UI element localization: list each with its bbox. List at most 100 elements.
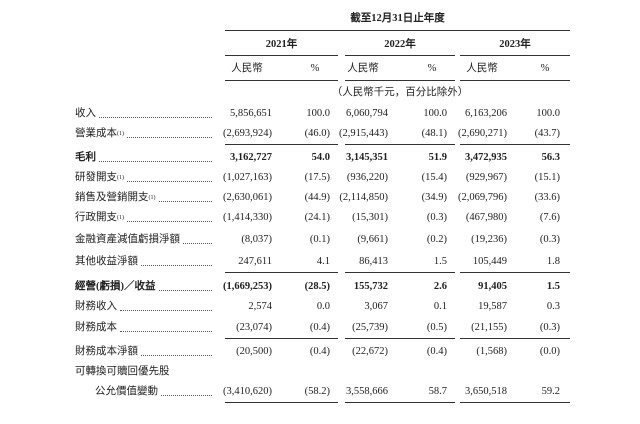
year-header: 2022年 bbox=[384, 39, 416, 50]
leader bbox=[161, 395, 212, 396]
rule bbox=[460, 55, 570, 56]
leader bbox=[99, 117, 212, 118]
row-label: 金融資產減值虧損淨額 bbox=[75, 233, 215, 247]
percent-header: % bbox=[310, 63, 320, 74]
currency-header: 人民幣 bbox=[231, 63, 263, 74]
row-label: 營業成本 (1) bbox=[75, 127, 215, 141]
rule bbox=[460, 272, 570, 273]
row-label: 財務成本 bbox=[75, 321, 215, 335]
rule bbox=[345, 338, 455, 339]
label-text: 財務成本 bbox=[75, 322, 117, 333]
cell: (23,074) bbox=[236, 322, 272, 333]
rule bbox=[345, 80, 455, 81]
cell: (2,915,443) bbox=[339, 128, 388, 139]
label-text: 公允價值變動 bbox=[95, 386, 158, 397]
leader bbox=[99, 161, 212, 162]
leader bbox=[127, 221, 212, 222]
footnote-ref: (1) bbox=[117, 215, 124, 221]
cell: 19,587 bbox=[478, 301, 507, 312]
cell: 155,732 bbox=[353, 281, 388, 292]
cell: (17.5) bbox=[304, 172, 330, 183]
rule bbox=[460, 402, 570, 403]
currency-header: 人民幣 bbox=[347, 63, 379, 74]
cell: (22,672) bbox=[352, 346, 388, 357]
cell: 3,558,666 bbox=[346, 386, 388, 397]
cell: 0.1 bbox=[433, 301, 447, 312]
row-label: 公允價值變動 bbox=[95, 385, 215, 399]
footnote-ref: (1) bbox=[148, 195, 156, 201]
leader bbox=[127, 137, 212, 138]
rule bbox=[225, 338, 338, 339]
label-text: 財務收入 bbox=[75, 301, 117, 312]
cell: (48.1) bbox=[421, 128, 447, 139]
cell: 1.5 bbox=[546, 281, 560, 292]
cell: (2,690,271) bbox=[458, 128, 507, 139]
cell: 1.5 bbox=[433, 256, 447, 267]
label-text: 毛利 bbox=[75, 152, 96, 163]
cell: (0.5) bbox=[426, 322, 447, 333]
cell: 0.0 bbox=[316, 301, 330, 312]
row-label: 其他收益淨額 bbox=[75, 255, 215, 269]
cell: (44.9) bbox=[304, 192, 330, 203]
row-label: 毛利 bbox=[75, 151, 215, 165]
cell: (0.4) bbox=[309, 346, 330, 357]
row-label: 財務收入 bbox=[75, 300, 215, 314]
leader bbox=[183, 243, 212, 244]
footnote-ref: (1) bbox=[117, 131, 124, 137]
cell: (0.3) bbox=[426, 212, 447, 223]
cell: (8,037) bbox=[241, 234, 272, 245]
label-text: 研發開支 bbox=[75, 172, 117, 183]
rule bbox=[345, 144, 455, 145]
cell: (15.4) bbox=[421, 172, 447, 183]
cell: (25,739) bbox=[352, 322, 388, 333]
label-text: 營業成本 bbox=[75, 128, 117, 139]
cell: (9,661) bbox=[357, 234, 388, 245]
row-label: 財務成本淨額 bbox=[75, 345, 215, 359]
rule bbox=[460, 338, 570, 339]
rule bbox=[225, 55, 338, 56]
cell: (936,220) bbox=[346, 172, 388, 183]
rule bbox=[225, 30, 570, 31]
rule bbox=[345, 272, 455, 273]
leader bbox=[141, 265, 212, 266]
row-label: 銷售及營銷開支 (1) bbox=[75, 191, 215, 205]
cell: 3,650,518 bbox=[465, 386, 507, 397]
currency-header: 人民幣 bbox=[466, 63, 498, 74]
cell: 247,611 bbox=[238, 256, 272, 267]
cell: (929,967) bbox=[465, 172, 507, 183]
cell: (15,301) bbox=[352, 212, 388, 223]
cell: 100.0 bbox=[306, 108, 330, 119]
cell: (2,693,924) bbox=[223, 128, 272, 139]
unit-note: （人民幣千元，百分比除外） bbox=[331, 87, 469, 98]
row-label: 研發開支 (1) bbox=[75, 171, 215, 185]
cell: 51.9 bbox=[428, 152, 447, 163]
cell: 59.2 bbox=[541, 386, 560, 397]
cell: (1,669,253) bbox=[223, 281, 272, 292]
cell: (1,027,163) bbox=[223, 172, 272, 183]
cell: (0.4) bbox=[309, 322, 330, 333]
rule bbox=[460, 144, 570, 145]
period-header: 截至12月31日止年度 bbox=[350, 13, 445, 24]
leader bbox=[158, 290, 212, 291]
row-label: 收入 bbox=[75, 107, 215, 121]
cell: (0.1) bbox=[309, 234, 330, 245]
cell: (43.7) bbox=[534, 128, 560, 139]
leader bbox=[127, 181, 212, 182]
rule bbox=[225, 80, 338, 81]
cell: (3,410,620) bbox=[223, 386, 272, 397]
label-text: 其他收益淨額 bbox=[75, 256, 138, 267]
cell: (34.9) bbox=[421, 192, 447, 203]
cell: 105,449 bbox=[472, 256, 507, 267]
cell: 5,856,651 bbox=[230, 108, 272, 119]
rule bbox=[460, 80, 570, 81]
cell: 54.0 bbox=[311, 152, 330, 163]
leader bbox=[141, 355, 212, 356]
leader bbox=[158, 201, 212, 202]
leader bbox=[120, 331, 212, 332]
cell: (0.2) bbox=[426, 234, 447, 245]
cell: 100.0 bbox=[423, 108, 447, 119]
year-header: 2023年 bbox=[499, 39, 531, 50]
cell: (20,500) bbox=[236, 346, 272, 357]
cell: (1,568) bbox=[476, 346, 507, 357]
cell: 1.8 bbox=[546, 256, 560, 267]
